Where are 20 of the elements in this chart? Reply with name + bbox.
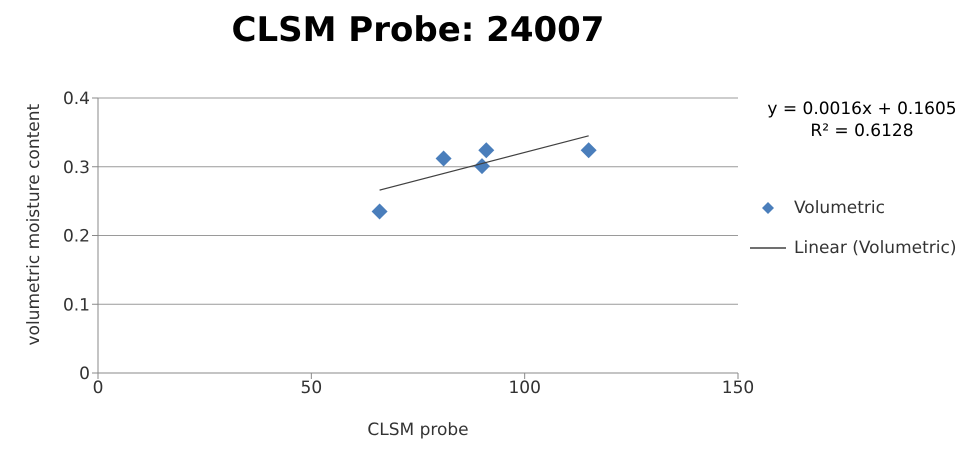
text: y = 0.0016x + 0.1605: [766, 98, 958, 120]
y-tick-label: 0.1: [62, 295, 90, 316]
x-tick-label: 150: [722, 378, 754, 398]
text: R² = 0.6128: [809, 120, 915, 142]
y-tick-label: 0.2: [62, 226, 90, 247]
point: [436, 150, 452, 166]
legend-label: Volumetric: [794, 198, 885, 218]
legend-label: Linear (Volumetric): [794, 238, 956, 258]
point: [478, 142, 494, 158]
y-tick-label: 0: [79, 364, 90, 384]
y-axis-title: volumetric moisture content: [24, 104, 44, 346]
chart-title: CLSM Probe: 24007: [230, 10, 606, 50]
point: [372, 203, 388, 220]
x-tick-label: 0: [92, 378, 104, 398]
y-tick-label: 0.4: [62, 89, 90, 110]
x-axis-title: CLSM probe: [367, 420, 469, 440]
point: [580, 142, 597, 158]
y-tick-label: 0.3: [62, 158, 90, 178]
x-tick-label: 100: [508, 378, 541, 398]
x-tick-label: 50: [300, 378, 322, 398]
